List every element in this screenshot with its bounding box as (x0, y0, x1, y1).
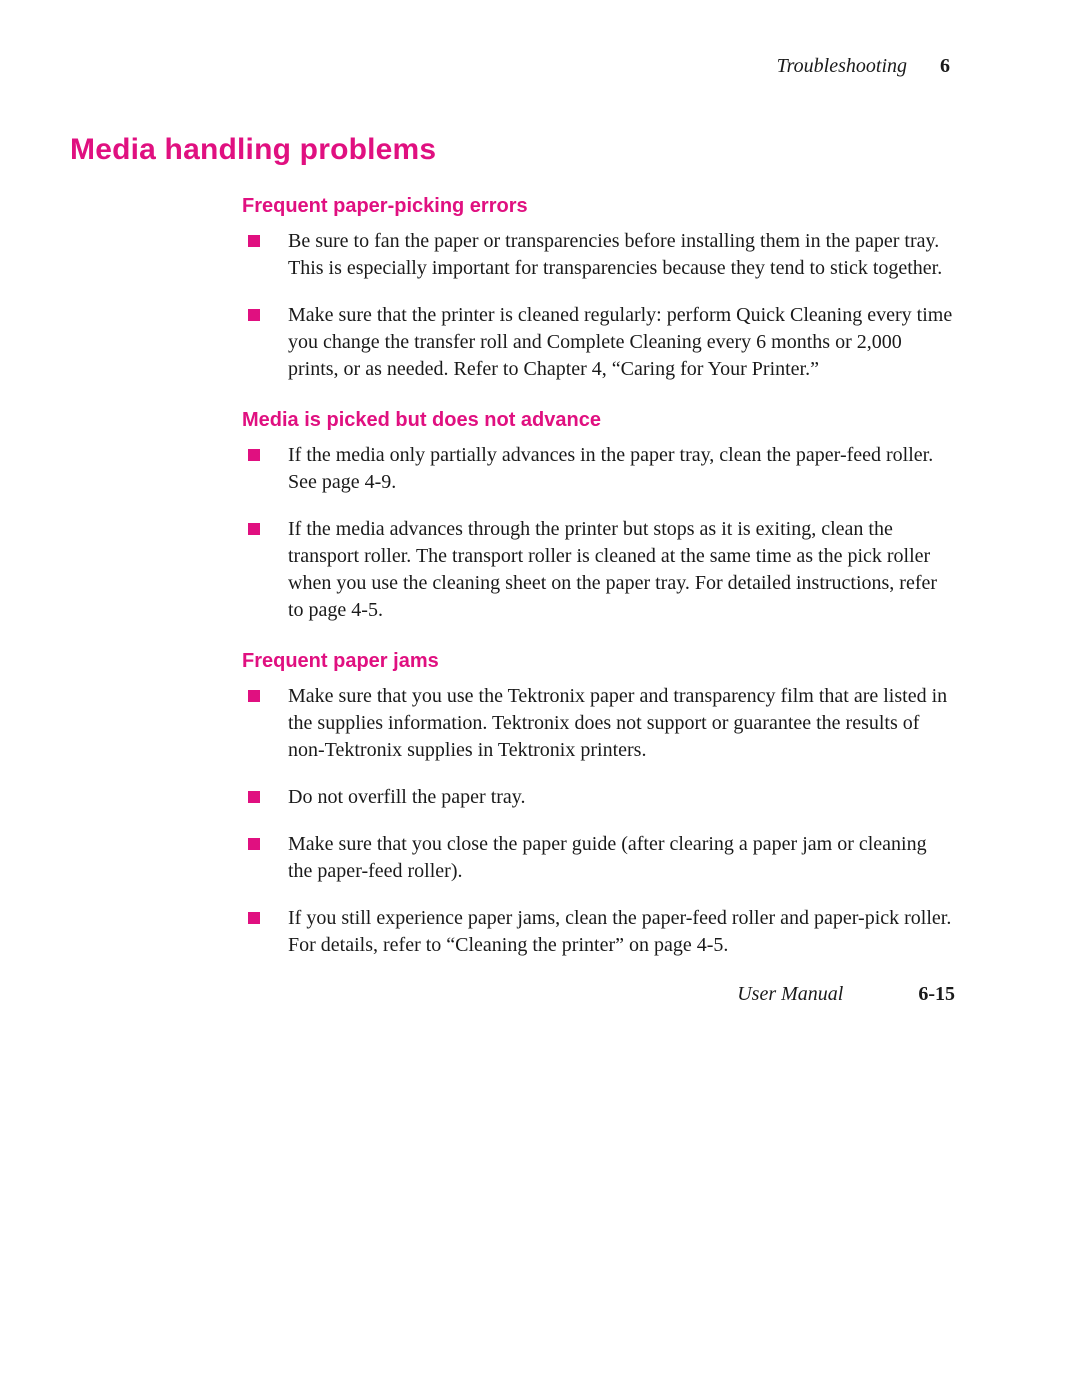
list-item: If the media only partially advances in … (242, 442, 955, 496)
subheading-paper-picking: Frequent paper-picking errors (242, 195, 955, 218)
list-item: If the media advances through the printe… (242, 516, 955, 624)
page-title: Media handling problems (70, 133, 955, 167)
list-item: Make sure that you use the Tektronix pap… (242, 683, 955, 764)
list-item: Make sure that you close the paper guide… (242, 831, 955, 885)
subheading-media-picked: Media is picked but does not advance (242, 409, 955, 432)
list-item: If you still experience paper jams, clea… (242, 905, 955, 959)
list-item: Make sure that the printer is cleaned re… (242, 302, 955, 383)
page-footer: User Manual 6-15 (70, 983, 955, 1006)
section-title: Troubleshooting (777, 55, 907, 77)
chapter-number: 6 (940, 55, 950, 77)
bullet-list: If the media only partially advances in … (242, 442, 955, 624)
list-item: Do not overfill the paper tray. (242, 784, 955, 811)
bullet-list: Make sure that you use the Tektronix pap… (242, 683, 955, 959)
content-block: Frequent paper-picking errors Be sure to… (242, 195, 955, 959)
page-number: 6-15 (918, 983, 955, 1005)
running-header: Troubleshooting 6 (70, 55, 955, 78)
doc-label: User Manual (737, 983, 843, 1005)
subheading-paper-jams: Frequent paper jams (242, 650, 955, 673)
list-item: Be sure to fan the paper or transparenci… (242, 228, 955, 282)
bullet-list: Be sure to fan the paper or transparenci… (242, 228, 955, 383)
